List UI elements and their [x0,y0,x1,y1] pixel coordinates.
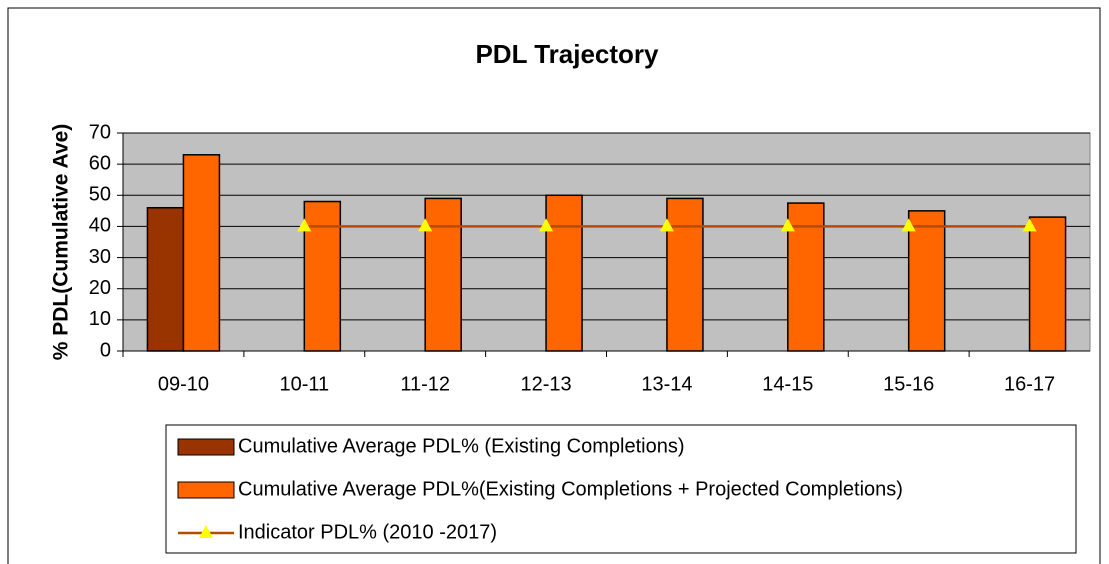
y-tick-label: 20 [89,277,111,299]
y-tick-label: 40 [89,215,111,237]
x-tick-label: 11-12 [400,373,450,395]
legend-label: Cumulative Average PDL%(Existing Complet… [238,478,903,500]
legend-swatch [177,481,235,499]
bar [666,197,704,352]
bar [545,194,583,352]
indicator-marker [418,218,433,232]
x-tick-label: 12-13 [520,373,571,395]
x-tick-label: 14-15 [762,373,813,395]
y-axis-label: % PDL(Cumulative Ave) [50,124,73,361]
indicator-marker [297,218,312,232]
legend-label: Indicator PDL% (2010 -2017) [238,521,497,543]
indicator-marker [1022,218,1037,232]
legend-swatch [177,438,235,456]
y-tick-label: 70 [89,121,111,143]
bar [787,202,825,352]
x-tick-label: 10-11 [279,373,329,395]
legend-label: Cumulative Average PDL% (Existing Comple… [238,435,685,457]
y-tick-label: 30 [89,246,111,268]
y-tick-label: 60 [89,152,111,174]
indicator-marker [539,218,554,232]
indicator-marker [659,218,674,232]
y-tick-label: 10 [89,308,111,330]
legend-box [165,424,1077,554]
x-tick-label: 15-16 [883,373,934,395]
x-tick-label: 09-10 [158,373,209,395]
x-tick-label: 13-14 [641,373,692,395]
legend-marker [199,525,213,538]
indicator-marker [901,218,916,232]
bar [424,197,462,352]
bar [1028,216,1067,352]
y-tick-label: 0 [100,339,111,361]
bar [907,210,946,352]
bar [303,200,342,352]
bar [146,206,185,352]
y-tick-label: 50 [89,184,111,206]
x-tick-label: 16-17 [1004,373,1055,395]
chart-title: PDL Trajectory [475,39,659,69]
indicator-marker [780,218,795,232]
bar [182,154,221,352]
